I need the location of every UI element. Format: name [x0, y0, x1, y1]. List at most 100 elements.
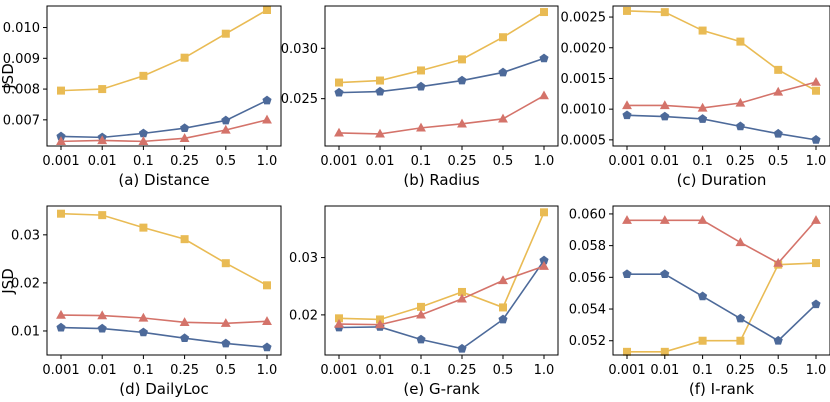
- data-point: [811, 76, 821, 86]
- data-point: [263, 281, 271, 290]
- data-point: [773, 128, 783, 138]
- data-point: [220, 124, 231, 134]
- data-point: [221, 338, 231, 348]
- series-line-2: [626, 114, 817, 141]
- x-tick-label: 0.01: [366, 363, 395, 378]
- x-tick-label: 1.0: [806, 363, 827, 378]
- series-line-3: [338, 265, 545, 326]
- x-tick-label: 0.01: [88, 154, 117, 169]
- series-line-2: [60, 99, 268, 139]
- data-point: [57, 209, 65, 218]
- data-point: [334, 318, 344, 328]
- x-tick-label: 0.1: [133, 363, 154, 378]
- data-point: [98, 85, 107, 94]
- data-point: [458, 287, 466, 296]
- data-point: [417, 302, 425, 311]
- subplot-title: (d) DailyLoc: [119, 380, 208, 398]
- data-point: [622, 215, 632, 224]
- data-point: [416, 334, 426, 344]
- chart-panel-6: 0.001 0.01 0.1 0.25 0.5 1.0 0.052 0.054 0.056 0.0…: [569, 205, 830, 398]
- y-tick-label: 0.0015: [561, 72, 607, 87]
- data-point: [736, 336, 745, 345]
- data-point: [221, 259, 230, 268]
- data-point: [334, 127, 344, 137]
- series-line-2: [627, 273, 817, 342]
- x-tick-label: 1.0: [806, 154, 827, 169]
- y-tick-label: 0.0010: [561, 103, 607, 118]
- x-tick-label: 0.01: [650, 363, 679, 378]
- x-tick-label: 0.5: [768, 363, 789, 378]
- y-tick-label: 0.010: [3, 21, 40, 36]
- x-tick-label: 0.5: [493, 363, 514, 378]
- y-tick-label: 0.008: [3, 83, 40, 98]
- subplot-title: (a) Distance: [118, 171, 209, 189]
- y-tick-label: 0.056: [569, 271, 606, 286]
- data-point: [540, 8, 548, 17]
- data-point: [417, 66, 425, 75]
- y-tick-label: 0.01: [11, 324, 40, 339]
- x-tick-label: 0.001: [608, 154, 645, 169]
- data-point: [735, 121, 745, 131]
- x-tick-label: 1.0: [534, 363, 555, 378]
- data-point: [660, 347, 669, 356]
- y-tick-label: 0.054: [569, 303, 606, 318]
- axes-frame: [324, 5, 559, 147]
- data-point: [660, 8, 669, 17]
- data-point: [660, 269, 670, 279]
- y-tick-label: 0.009: [3, 52, 40, 67]
- y-tick-label: 0.03: [11, 228, 40, 243]
- data-point: [56, 322, 66, 332]
- data-point: [180, 235, 189, 244]
- y-axis-label: JSD: [0, 268, 17, 295]
- data-point: [660, 111, 670, 121]
- x-tick-label: 0.001: [320, 363, 357, 378]
- chart-panel-4: 0.001 0.01 0.1 0.25 0.5 1.0 0.01 0.02 0.03 (d) Da…: [11, 205, 282, 398]
- subplot-title: (c) Duration: [677, 171, 767, 189]
- x-tick-label: 0.01: [366, 154, 395, 169]
- series-line-1: [338, 211, 545, 321]
- x-tick-label: 0.25: [170, 154, 199, 169]
- x-tick-label: 0.25: [726, 363, 755, 378]
- x-tick-label: 1.0: [534, 154, 555, 169]
- y-tick-label: 0.060: [569, 207, 606, 222]
- data-point: [659, 215, 670, 224]
- y-tick-label: 0.007: [3, 113, 40, 128]
- data-point: [375, 128, 385, 138]
- y-tick-label: 0.0020: [561, 41, 607, 56]
- series-line-3: [627, 81, 817, 109]
- data-point: [139, 71, 148, 80]
- data-point: [736, 37, 745, 46]
- x-tick-label: 0.25: [170, 363, 199, 378]
- x-tick-label: 0.25: [726, 154, 755, 169]
- data-point: [697, 102, 708, 112]
- data-point: [139, 223, 148, 232]
- data-point: [697, 215, 708, 224]
- x-tick-label: 0.1: [411, 363, 432, 378]
- data-point: [811, 135, 821, 144]
- x-tick-label: 0.5: [768, 154, 789, 169]
- x-tick-label: 0.001: [608, 363, 645, 378]
- chart-panel-1: 0.001 0.01 0.1 0.25 0.5 1.0 0.007 0.008 0.009 0.0…: [3, 5, 282, 189]
- x-tick-label: 1.0: [257, 363, 278, 378]
- x-tick-label: 0.001: [320, 154, 357, 169]
- axes-frame: [46, 205, 282, 356]
- data-point: [735, 97, 746, 107]
- data-point: [335, 314, 343, 323]
- y-tick-label: 0.030: [281, 42, 318, 57]
- data-point: [623, 6, 631, 15]
- series-line-1: [627, 262, 817, 353]
- data-point: [416, 309, 426, 319]
- x-tick-label: 0.001: [42, 363, 79, 378]
- axes-frame: [46, 5, 282, 147]
- y-tick-label: 0.03: [289, 251, 318, 266]
- data-point: [659, 100, 670, 110]
- data-point: [56, 131, 66, 141]
- series-line-1: [60, 9, 268, 92]
- data-point: [98, 211, 107, 220]
- y-tick-label: 0.025: [281, 92, 318, 107]
- data-point: [623, 347, 631, 356]
- y-axis-label: JSD: [0, 63, 17, 90]
- x-tick-label: 1.0: [257, 154, 278, 169]
- y-tick-label: 0.0025: [561, 11, 607, 26]
